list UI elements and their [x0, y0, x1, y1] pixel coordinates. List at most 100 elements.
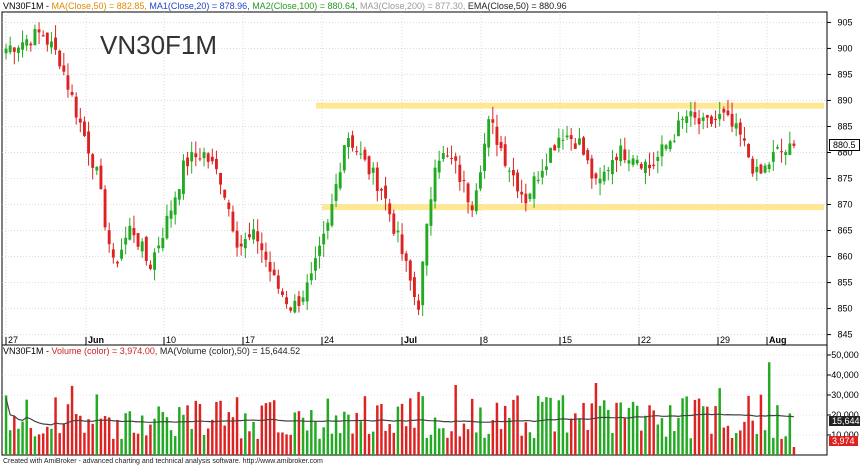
volume-bar	[314, 421, 317, 455]
candle-body	[392, 213, 396, 234]
volume-bar	[87, 419, 90, 455]
price-tick-label: 860	[837, 252, 852, 262]
volume-bar	[553, 431, 556, 455]
candle-body	[124, 237, 128, 245]
candle-body	[503, 144, 507, 166]
candle-body	[219, 172, 223, 185]
candle-body	[553, 145, 557, 151]
volume-bar	[520, 435, 523, 455]
x-tick-label: Aug	[769, 335, 787, 345]
volume-bar	[433, 417, 437, 455]
volume-header-symbol: VN30F1M -	[3, 346, 52, 356]
candle-body	[586, 150, 590, 161]
volume-last-tag: 3,974	[829, 436, 858, 446]
candle-body	[272, 269, 276, 276]
volume-bar	[277, 432, 280, 455]
volume-bar	[178, 407, 181, 455]
candle-body	[181, 160, 185, 195]
candle-body	[487, 119, 491, 148]
candle-body	[371, 167, 375, 173]
volume-tick-label: 50,000	[831, 350, 859, 360]
candle-body	[408, 260, 412, 281]
volume-bar	[466, 429, 470, 455]
volume-bar	[62, 423, 66, 455]
candle-body	[256, 231, 260, 242]
candle-body	[441, 153, 445, 159]
volume-bar	[598, 405, 602, 455]
price-tick-label: 890	[837, 95, 852, 105]
footer-credit: Created with AmiBroker - advanced charti…	[3, 458, 323, 465]
volume-bar	[190, 428, 193, 455]
volume-bar	[140, 415, 144, 455]
x-tick-label: 27	[8, 335, 18, 345]
volume-bar	[681, 398, 684, 455]
volume-bar	[652, 410, 655, 455]
volume-bar	[367, 433, 371, 455]
volume-header: VN30F1M - Volume (color) = 3,974.00, MA(…	[3, 346, 300, 356]
volume-bar	[46, 426, 49, 455]
header-sep: -	[46, 1, 52, 11]
volume-bar	[107, 417, 111, 455]
candle-body	[384, 185, 388, 199]
volume-bar	[371, 431, 375, 455]
volume-bar	[343, 411, 346, 455]
candle-body	[223, 189, 227, 198]
volume-bar	[557, 400, 561, 455]
candle-body	[375, 167, 379, 191]
volume-bar	[256, 438, 259, 455]
candle-body	[516, 172, 520, 192]
volume-bar	[235, 397, 239, 455]
resistance-band	[316, 102, 824, 109]
candle-body	[309, 273, 313, 281]
candle-body	[627, 160, 631, 164]
price-tick-label: 885	[837, 121, 852, 131]
candle-body	[404, 253, 408, 261]
volume-bar	[450, 431, 453, 455]
volume-bar	[627, 407, 631, 455]
volume-bar	[285, 434, 288, 455]
volume-bar	[347, 414, 350, 455]
volume-bar	[594, 382, 598, 455]
volume-pane-border	[1, 344, 828, 456]
candle-body	[62, 65, 66, 72]
volume-bar	[545, 397, 548, 455]
candle-body	[639, 163, 643, 169]
volume-bar	[252, 421, 255, 455]
volume-bar	[173, 436, 177, 455]
candle-body	[165, 215, 169, 239]
candle-body	[718, 113, 722, 120]
volume-bar	[318, 438, 321, 455]
candle-body	[668, 141, 672, 150]
candle-body	[450, 158, 454, 160]
volume-bar	[644, 415, 647, 455]
volume-bar	[136, 433, 140, 455]
volume-bar	[400, 403, 404, 455]
candle-body	[25, 39, 29, 46]
candle-body	[499, 141, 503, 149]
candle-body	[544, 166, 548, 170]
candle-body	[231, 211, 235, 232]
volume-tick-label: 20,000	[831, 410, 859, 420]
candle-body	[606, 170, 610, 172]
candle-body	[260, 243, 264, 251]
volume-bar	[722, 427, 726, 455]
candle-body	[652, 164, 656, 166]
volume-bar	[648, 405, 651, 455]
volume-bar	[202, 434, 206, 455]
candle-body	[21, 42, 25, 50]
volume-bar	[776, 405, 779, 455]
volume-bar	[41, 433, 45, 455]
candle-body	[594, 173, 598, 179]
candle-body	[573, 143, 577, 149]
candle-body	[528, 193, 532, 200]
volume-bar	[483, 437, 486, 455]
volume-bar	[586, 429, 589, 455]
candle-body	[705, 115, 709, 118]
volume-bar	[409, 398, 412, 455]
candle-body	[755, 166, 759, 173]
volume-bar	[524, 422, 528, 455]
candle-body	[714, 118, 718, 121]
volume-bar	[607, 409, 610, 455]
volume-bar	[95, 394, 99, 455]
candle-body	[363, 149, 367, 160]
